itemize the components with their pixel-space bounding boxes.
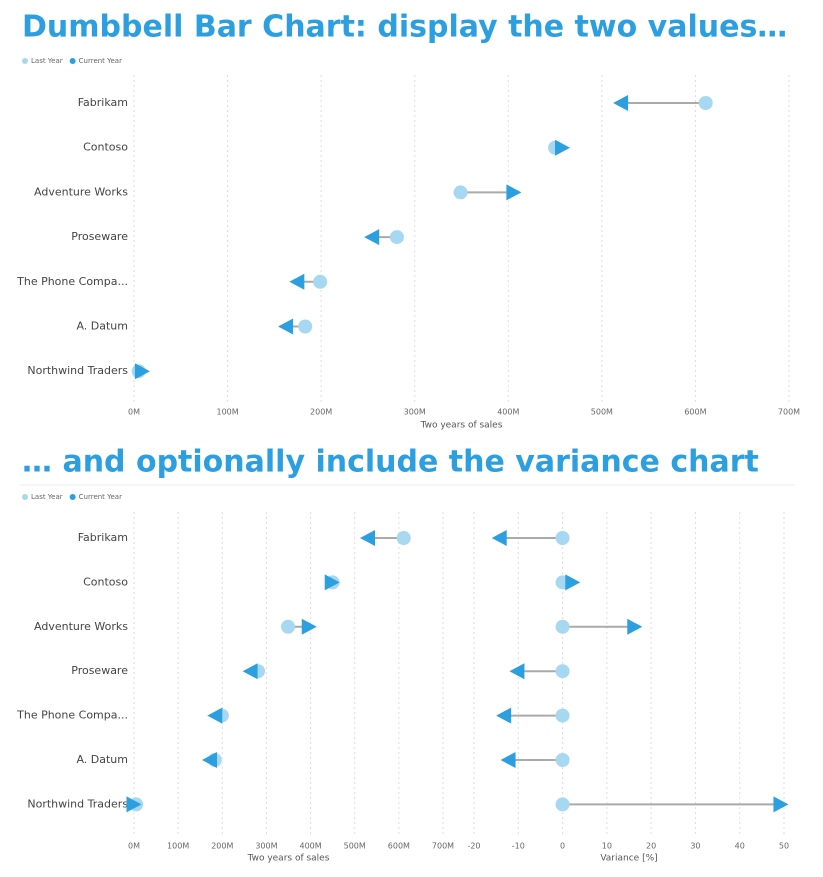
current-year-arrow: [364, 229, 380, 246]
legend-marker: [69, 58, 76, 64]
last-year-dot: [555, 531, 570, 545]
x-tick-label: 200M: [310, 408, 332, 417]
category-label: Northwind Traders: [27, 364, 128, 377]
legend-marker: [69, 494, 76, 500]
category-label: The Phone Compa...: [16, 709, 128, 722]
current-year-arrow: [565, 574, 581, 591]
current-year-arrow: [126, 796, 142, 813]
x-tick-label: 100M: [167, 842, 189, 851]
last-year-dot: [396, 531, 411, 545]
legend-label: Current Year: [79, 57, 122, 65]
current-year-arrow: [134, 363, 150, 380]
chart-title: … and optionally include the variance ch…: [22, 445, 759, 480]
x-axis-title: Variance [%]: [600, 854, 657, 864]
x-tick-label: -10: [512, 842, 525, 851]
x-tick-label: 300M: [404, 408, 426, 417]
x-tick-label: 400M: [497, 408, 519, 417]
x-tick-label: 0M: [128, 842, 140, 851]
last-year-dot: [298, 319, 313, 334]
x-tick-label: 50: [779, 842, 789, 851]
category-label: Adventure Works: [34, 185, 128, 198]
x-tick-label: 0: [560, 842, 565, 851]
last-year-dot: [389, 230, 404, 245]
x-tick-label: 500M: [344, 842, 366, 851]
current-year-arrow: [496, 707, 512, 724]
x-tick-label: 500M: [591, 408, 613, 417]
current-year-arrow: [627, 618, 643, 635]
current-year-arrow: [491, 530, 507, 546]
current-year-arrow: [242, 663, 258, 680]
current-year-arrow: [289, 273, 305, 290]
chart-title: Dumbbell Bar Chart: display the two valu…: [22, 10, 787, 45]
current-year-arrow: [509, 663, 525, 680]
category-label: Contoso: [83, 141, 128, 154]
legend-label: Last Year: [31, 57, 63, 65]
last-year-dot: [555, 619, 570, 634]
x-tick-label: 600M: [684, 408, 706, 417]
last-year-dot: [698, 96, 713, 110]
category-label: The Phone Compa...: [16, 275, 128, 288]
current-year-arrow: [613, 95, 629, 111]
x-tick-label: 20: [646, 842, 656, 851]
legend-marker: [22, 494, 28, 500]
x-axis-title: Two years of sales: [247, 854, 330, 864]
current-year-arrow: [207, 707, 223, 724]
current-year-arrow: [301, 618, 317, 635]
legend-label: Current Year: [79, 493, 122, 501]
x-tick-label: 100M: [216, 408, 238, 417]
x-tick-label: 0M: [128, 408, 140, 417]
current-year-arrow: [201, 752, 217, 768]
x-tick-label: 600M: [388, 842, 410, 851]
current-year-arrow: [278, 318, 294, 335]
category-label: Proseware: [71, 664, 128, 677]
current-year-arrow: [506, 184, 522, 201]
x-axis-title: Two years of sales: [420, 421, 503, 431]
x-tick-label: 700M: [432, 842, 454, 851]
current-year-arrow: [773, 796, 789, 813]
legend-marker: [22, 58, 28, 64]
x-tick-label: -20: [467, 842, 480, 851]
current-year-arrow: [500, 752, 516, 768]
x-tick-label: 700M: [778, 408, 800, 417]
x-tick-label: 30: [690, 842, 700, 851]
legend-label: Last Year: [31, 493, 63, 501]
category-label: Northwind Traders: [27, 797, 128, 810]
current-year-arrow: [555, 139, 571, 156]
last-year-dot: [555, 753, 570, 767]
last-year-dot: [555, 797, 570, 812]
x-tick-label: 40: [735, 842, 745, 851]
x-tick-label: 400M: [299, 842, 321, 851]
last-year-dot: [555, 664, 570, 679]
category-label: A. Datum: [76, 753, 128, 766]
x-tick-label: 300M: [255, 842, 277, 851]
category-label: Fabrikam: [78, 531, 128, 544]
category-label: Fabrikam: [78, 96, 128, 109]
last-year-dot: [313, 274, 328, 289]
category-label: Adventure Works: [34, 620, 128, 633]
category-label: Proseware: [71, 230, 128, 243]
category-label: Contoso: [83, 575, 128, 588]
current-year-arrow: [360, 530, 376, 546]
category-label: A. Datum: [76, 320, 128, 333]
x-tick-label: 10: [602, 842, 612, 851]
x-tick-label: 200M: [211, 842, 233, 851]
last-year-dot: [281, 619, 296, 634]
current-year-arrow: [324, 574, 340, 591]
last-year-dot: [453, 185, 468, 200]
last-year-dot: [555, 708, 570, 723]
